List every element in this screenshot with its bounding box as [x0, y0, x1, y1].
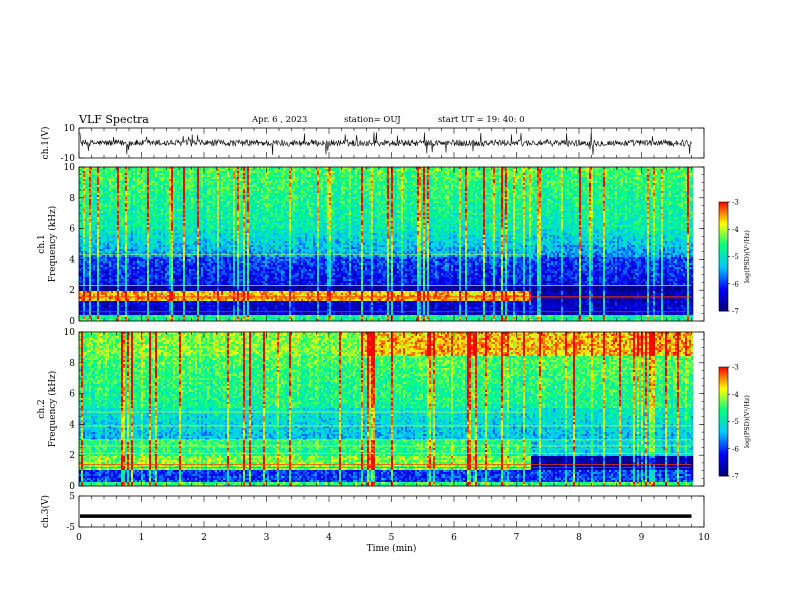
y-tick-label: 6 — [69, 390, 75, 400]
ch2-spectrogram-image — [79, 332, 693, 486]
colorbar-tick-label: -4 — [732, 391, 739, 399]
x-tick-label: 9 — [639, 533, 645, 543]
y-tick-label: 4 — [69, 255, 75, 265]
colorbar-tick-label: -4 — [732, 226, 739, 234]
colorbar-tick-label: -6 — [732, 445, 739, 453]
colorbar-tick-label: -5 — [732, 418, 739, 426]
y-tick-label: 4 — [69, 420, 75, 430]
colorbar-tick-label: -7 — [732, 308, 739, 316]
x-axis-label: Time (min) — [367, 543, 417, 554]
x-tick-label: 5 — [389, 533, 395, 543]
x-tick-label: 10 — [698, 533, 710, 543]
x-tick-label: 2 — [201, 533, 207, 543]
y-axis-label: ch.1 — [37, 234, 47, 253]
y-axis-label: Frequency (kHz) — [47, 206, 58, 283]
y-axis-label: ch.1(V) — [40, 127, 51, 160]
x-tick-label: 0 — [76, 533, 82, 543]
colorbar-ch1: -3 -4 -5 -6 -7 log(PSD)(V²/Hz) — [719, 199, 751, 316]
y-tick-label: 10 — [64, 163, 76, 173]
colorbar-tick-label: -3 — [732, 364, 739, 372]
x-tick-label: 8 — [576, 533, 582, 543]
y-axis-label: Frequency (kHz) — [47, 371, 58, 448]
ch1-waveform-trace — [80, 131, 691, 155]
y-tick-label: 2 — [69, 451, 75, 461]
x-tick-label: 6 — [451, 533, 457, 543]
y-tick-label: 5 — [69, 492, 75, 502]
ch1-spectrogram-image — [79, 167, 693, 321]
y-tick-label: 6 — [69, 225, 75, 235]
y-tick-label: 10 — [64, 328, 76, 338]
colorbar-label: log(PSD)(V²/Hz) — [743, 395, 751, 448]
colorbar-label: log(PSD)(V²/Hz) — [743, 230, 751, 283]
colorbar-tick-label: -5 — [732, 253, 739, 261]
y-axis-label: ch.2 — [37, 399, 47, 418]
colorbar-tick-label: -3 — [732, 199, 739, 207]
y-tick-label: 0 — [69, 317, 75, 327]
colorbar-ch2: -3 -4 -5 -6 -7 log(PSD)(V²/Hz) — [719, 364, 751, 481]
y-tick-label: -5 — [66, 523, 75, 533]
x-tick-label: 3 — [264, 533, 270, 543]
y-tick-label: 10 — [64, 124, 76, 134]
y-tick-label: 0 — [69, 482, 75, 492]
x-tick-label: 4 — [326, 533, 332, 543]
y-tick-label: 8 — [69, 359, 75, 369]
y-tick-label: 8 — [69, 194, 75, 204]
y-axis-label: ch.3(V) — [40, 495, 51, 528]
x-tick-label: 7 — [514, 533, 520, 543]
colorbar-tick-label: -6 — [732, 280, 739, 288]
y-tick-label: 2 — [69, 286, 75, 296]
x-tick-label: 1 — [139, 533, 145, 543]
colorbar-tick-label: -7 — [732, 473, 739, 481]
